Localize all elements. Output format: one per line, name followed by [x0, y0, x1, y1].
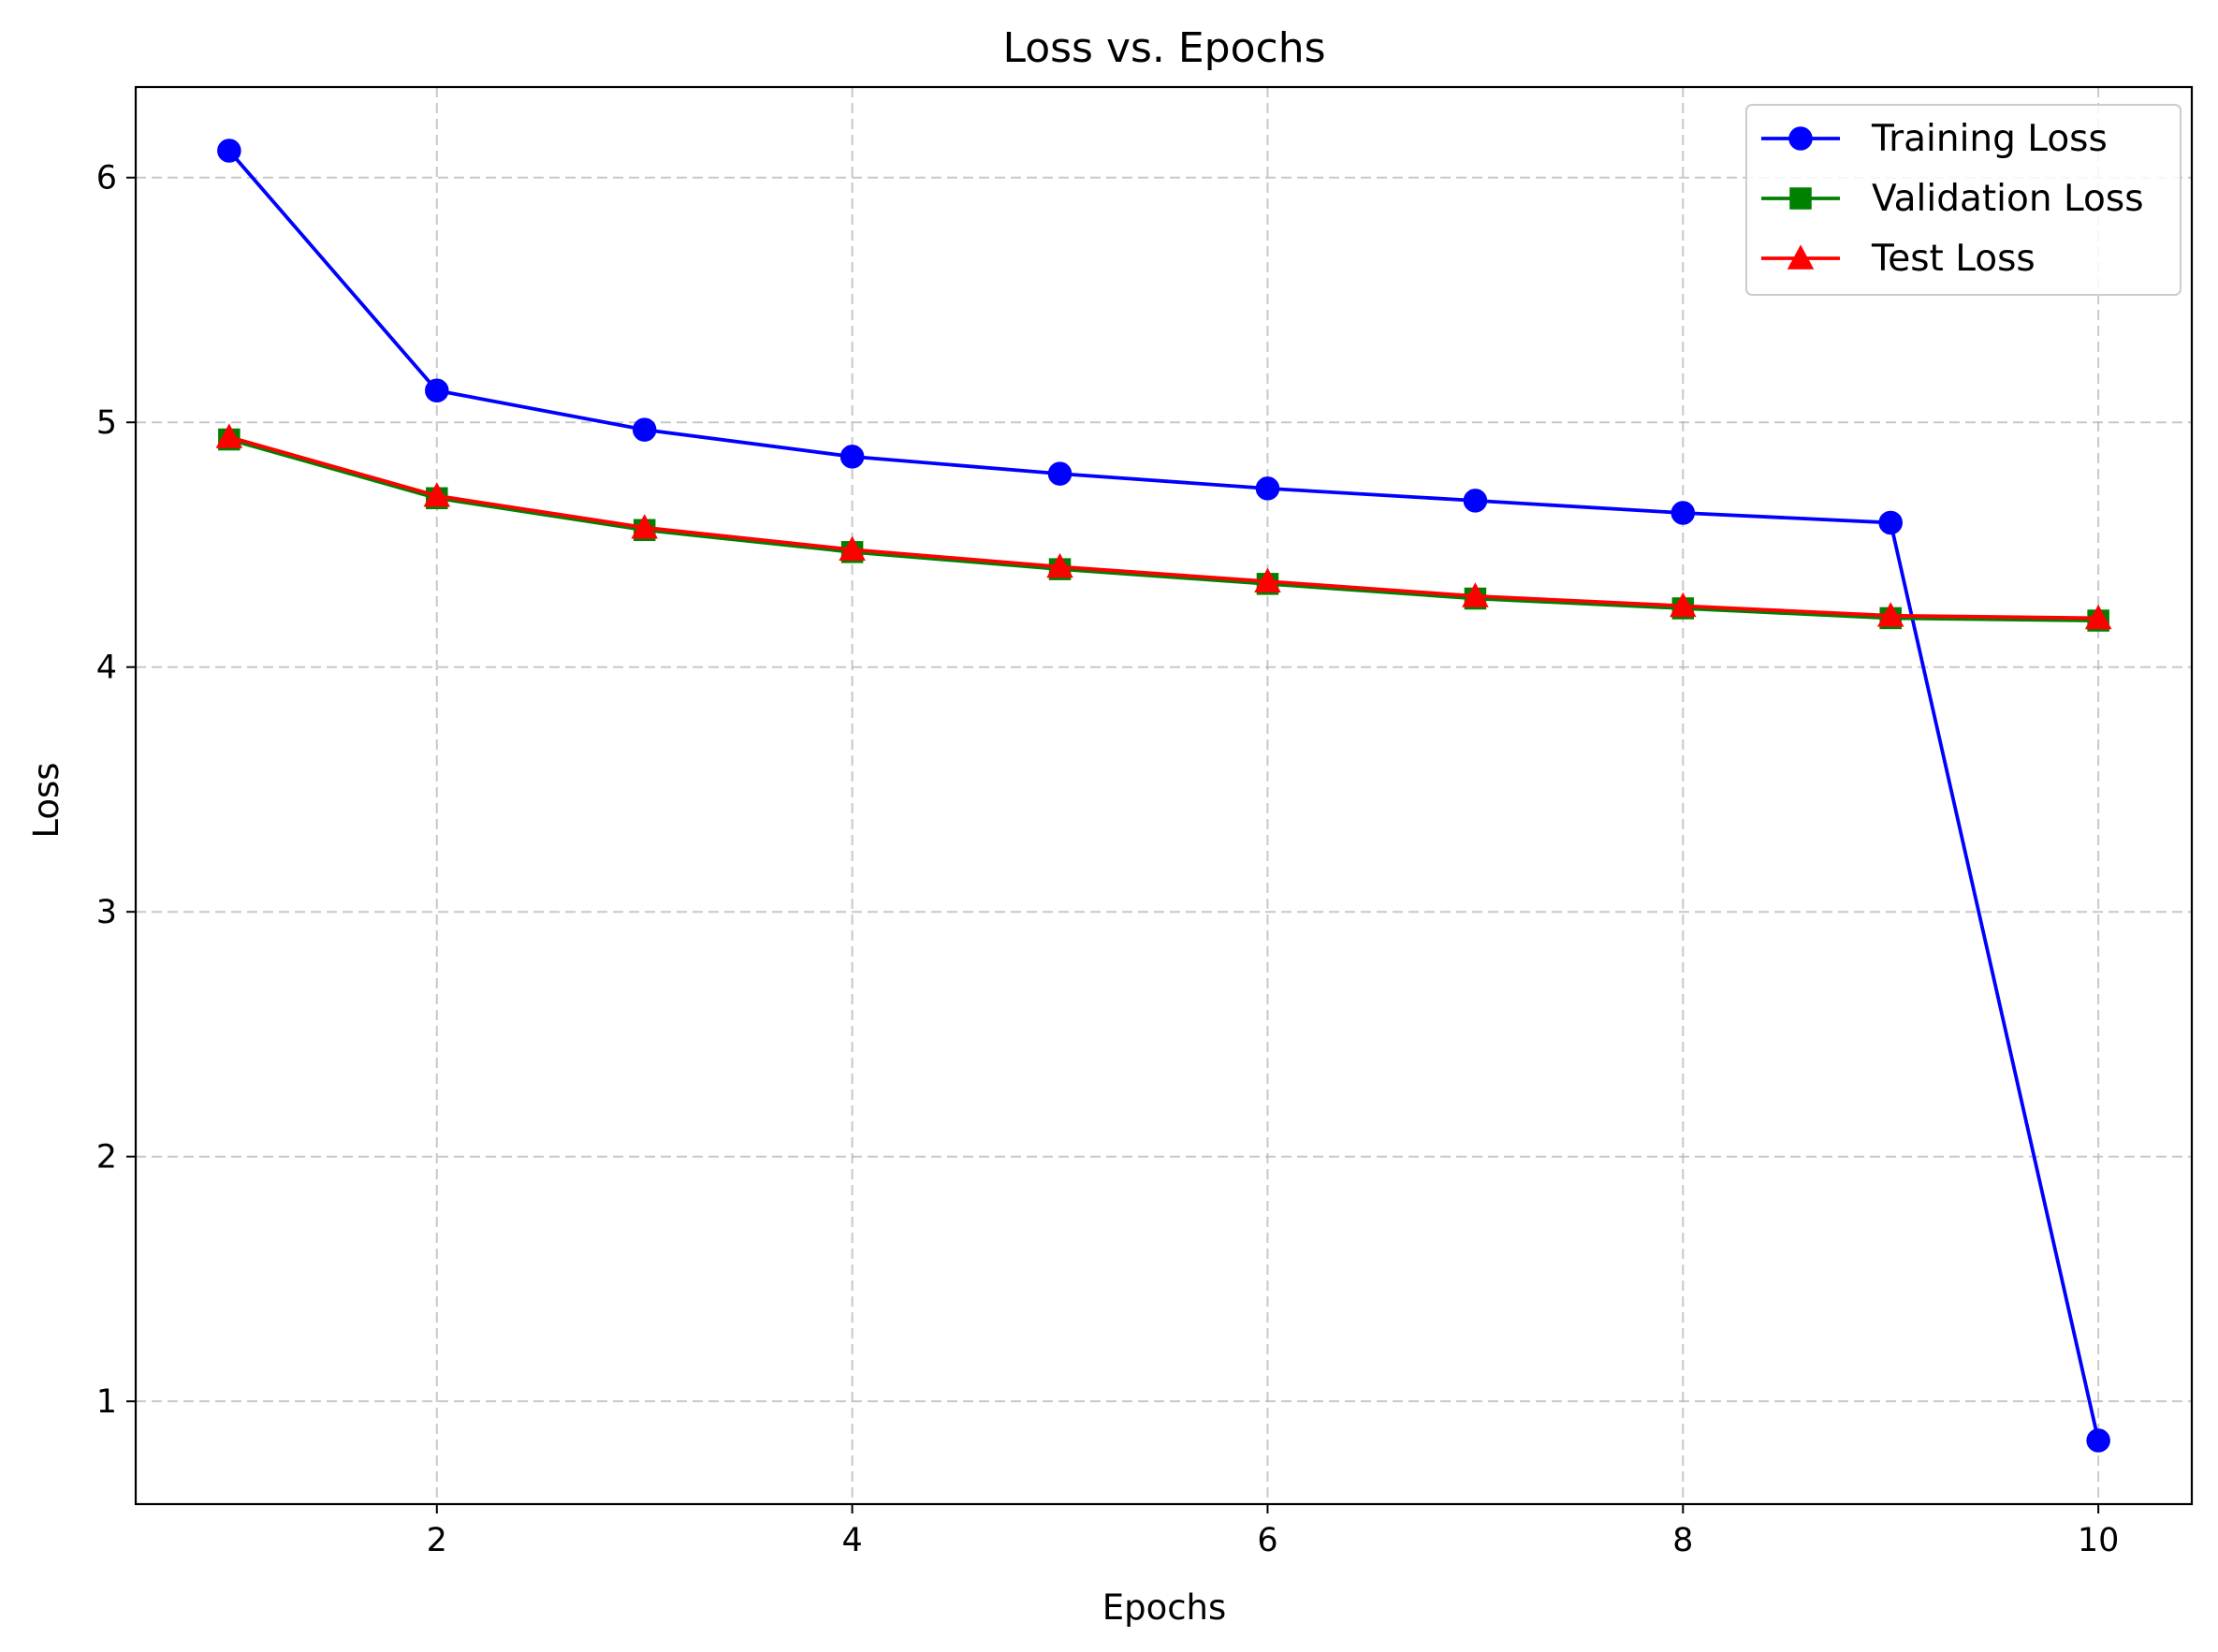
data-point-test-loss: [1462, 582, 1489, 607]
legend-label-training-loss: Training Loss: [1871, 118, 2108, 160]
legend-marker-validation-loss: [1789, 187, 1812, 210]
data-point-training-loss: [1047, 461, 1073, 486]
legend-box: [1745, 104, 2182, 296]
x-tick-label: 10: [2078, 1522, 2120, 1559]
y-tick-label: 2: [96, 1139, 117, 1177]
data-point-test-loss: [1254, 567, 1281, 593]
series-training-loss: [217, 139, 2110, 1453]
y-axis-label: Loss: [26, 762, 66, 838]
data-point-test-loss: [1046, 552, 1073, 578]
data-point-training-loss: [425, 378, 449, 402]
data-point-test-loss: [423, 482, 451, 507]
legend-label-test-loss: Test Loss: [1871, 238, 2036, 280]
y-tick-label: 5: [96, 404, 117, 442]
data-point-training-loss: [1671, 501, 1696, 525]
data-point-training-loss: [1878, 510, 1903, 535]
legend-item-test-loss: Test Loss: [1761, 238, 2036, 280]
data-point-test-loss: [2084, 604, 2112, 630]
x-tick-label: 8: [1672, 1522, 1693, 1559]
data-point-test-loss: [215, 423, 243, 448]
series-line-training-loss: [227, 149, 2100, 1441]
series-test-loss: [215, 423, 2112, 630]
series-line-test-loss: [228, 435, 2099, 621]
data-point-training-loss: [1255, 476, 1280, 501]
data-point-test-loss: [839, 535, 866, 562]
data-point-test-loss: [1876, 602, 1904, 627]
y-tick-label: 4: [96, 650, 117, 687]
chart-title: Loss vs. Epochs: [1002, 24, 1325, 72]
legend-marker-training-loss: [1788, 126, 1813, 151]
data-point-test-loss: [1670, 592, 1697, 618]
data-point-test-loss: [631, 514, 658, 539]
y-tick-label: 1: [96, 1383, 117, 1421]
data-point-training-loss: [839, 445, 865, 469]
data-point-training-loss: [2086, 1428, 2110, 1453]
legend-label-validation-loss: Validation Loss: [1872, 178, 2144, 220]
data-point-training-loss: [632, 417, 657, 442]
legend-item-validation-loss: Validation Loss: [1761, 178, 2144, 220]
y-tick-label: 3: [96, 894, 117, 931]
legend: Training Loss Validation Loss Test Loss: [1745, 104, 2182, 296]
x-tick-label: 4: [841, 1522, 862, 1559]
series-line-validation-loss: [228, 437, 2099, 622]
x-tick-label: 2: [427, 1522, 447, 1559]
legend-marker-test-loss: [1787, 244, 1815, 270]
legend-item-training-loss: Training Loss: [1761, 118, 2108, 160]
series-layer: [215, 139, 2112, 1453]
x-tick-label: 6: [1257, 1522, 1277, 1559]
x-axis-label: Epochs: [1102, 1587, 1227, 1628]
grid-lines: [136, 87, 2192, 1504]
plot-frame: [134, 85, 2194, 1506]
y-tick-label: 6: [96, 160, 117, 197]
data-point-training-loss: [1463, 489, 1488, 513]
data-point-training-loss: [217, 139, 241, 163]
